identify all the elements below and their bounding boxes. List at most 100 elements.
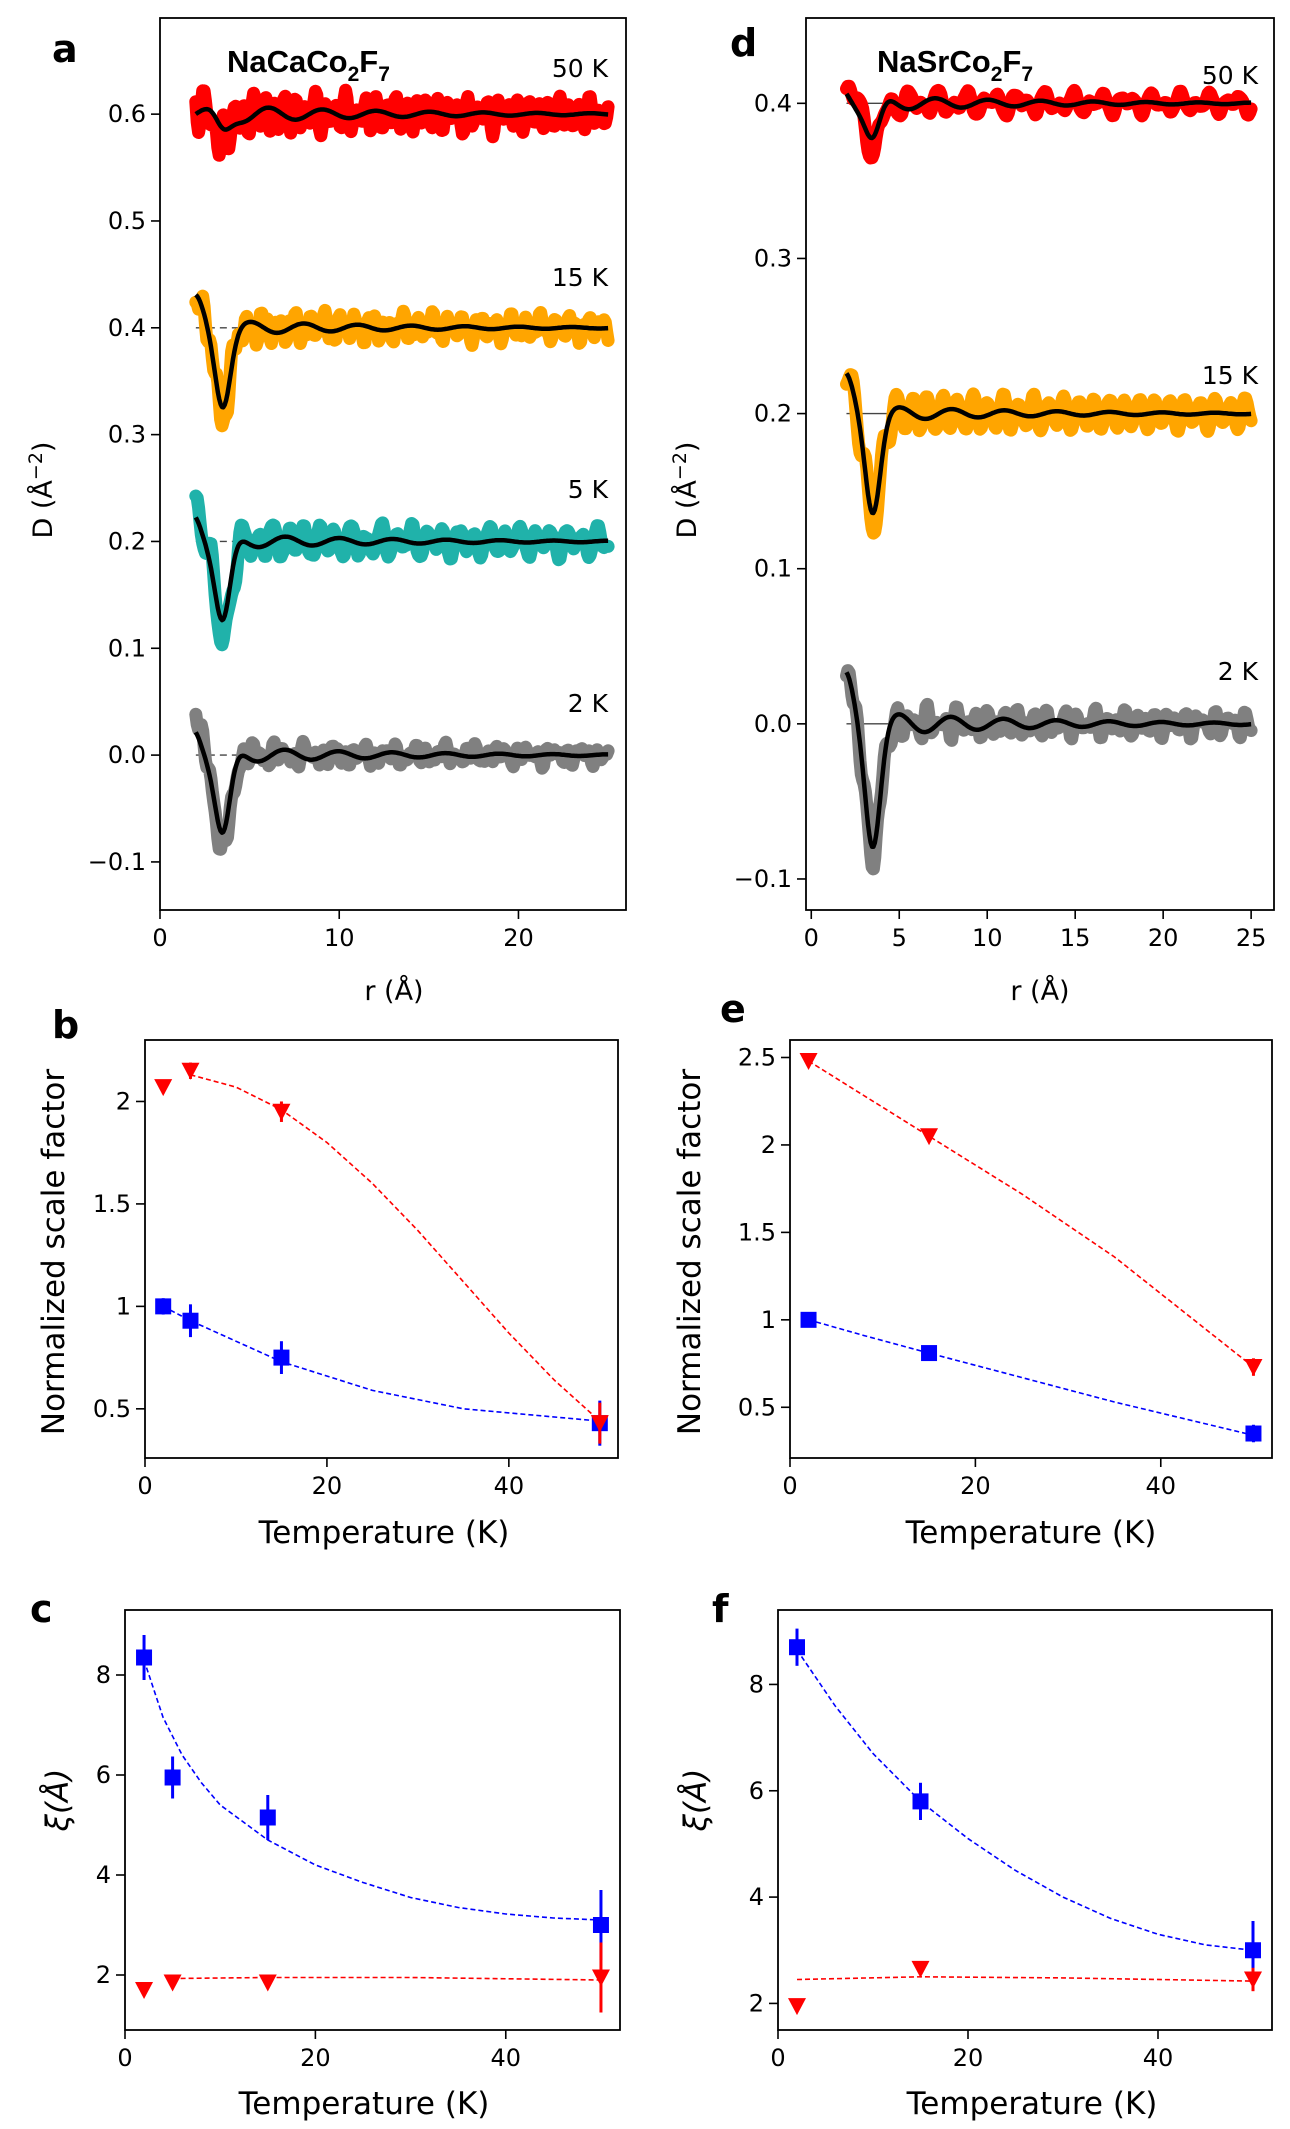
x-axis-label-f: Temperature (K) [906, 2086, 1158, 2122]
series-label-a-3: 2 K [568, 689, 609, 718]
y-tick-label-e-2: 1.5 [738, 1218, 776, 1246]
fit-line-f-1 [796, 1975, 1254, 1982]
marker-c-1-2 [258, 1974, 277, 1992]
marker-e-1-2 [1244, 1359, 1263, 1377]
y-tick-label-f-0: 2 [749, 1989, 764, 2017]
fit-line-e-1 [808, 1060, 1254, 1368]
marker-e-1-0 [799, 1052, 818, 1070]
x-tick-label-d-3: 15 [1060, 924, 1091, 952]
y-tick-label-e-0: 0.5 [738, 1393, 776, 1421]
x-tick-label-a-1: 10 [324, 924, 355, 952]
series-label-d-2: 2 K [1218, 657, 1259, 686]
data-curve-a-1 [189, 289, 615, 433]
plot-d: 0 5 10 15 20 25 −0.1 0.0 0.1 0.2 0.3 0.4 50 K 15 K 2 K [734, 17, 1275, 952]
fit-line-c-0 [143, 1659, 602, 1921]
panel-title-a: NaCaCo2F7 [227, 44, 390, 86]
y-axis-label-f: ξ(Å) [678, 1769, 714, 1833]
x-tick-label-f-2: 40 [1143, 2044, 1174, 2072]
data-curve-a-3 [189, 707, 615, 856]
y-tick-label-b-0: 0.5 [93, 1395, 131, 1423]
fit-line-c-1 [172, 1976, 602, 1981]
fit-curve-d-0 [844, 92, 1253, 141]
marker-f-1-1 [911, 1960, 930, 1978]
y-tick-label-b-1: 1 [116, 1292, 131, 1320]
data-curve-d-2 [840, 664, 1258, 876]
x-axis-label-a: r (Å) [364, 975, 423, 1007]
marker-e-0-2 [1245, 1425, 1262, 1442]
marker-e-1-1 [920, 1128, 939, 1146]
x-tick-label-d-1: 5 [892, 924, 907, 952]
y-tick-label-f-2: 6 [749, 1777, 764, 1805]
plot-f: 0 20 40 2 4 6 8 [749, 1609, 1273, 2072]
y-axis-label-a: D (Å−2) [25, 442, 59, 539]
y-axis-label-e: Normalized scale factor [672, 1069, 708, 1435]
y-tick-label-d-0: −0.1 [734, 865, 792, 893]
y-tick-label-b-2: 1.5 [93, 1190, 131, 1218]
x-tick-label-f-1: 20 [953, 2044, 984, 2072]
plot-frame-f [777, 1609, 1273, 2031]
plot-a: 0 10 20 −0.1 0.0 0.1 0.2 0.3 0.4 0.5 0.6 50 K 15 K 5 … [88, 17, 627, 952]
data-curve-d-0 [840, 79, 1258, 165]
y-tick-label-a-5: 0.4 [108, 314, 146, 342]
marker-b-1-0 [154, 1079, 173, 1097]
y-tick-label-a-6: 0.5 [108, 207, 146, 235]
plot-b: 0 20 40 0.5 1 1.5 2 [93, 1039, 619, 1500]
panel-letter-e: e [720, 987, 746, 1031]
x-tick-label-a-0: 0 [152, 924, 167, 952]
x-tick-label-d-0: 0 [804, 924, 819, 952]
x-axis-label-d: r (Å) [1010, 975, 1069, 1007]
panel-f: f 0 20 40 2 4 6 8 Temperature (K) ξ(Å) [678, 1587, 1273, 2122]
series-label-a-0: 50 K [552, 54, 609, 83]
panel-letter-d: d [730, 21, 757, 65]
panel-b: b 0 20 40 0.5 1 1.5 2 Temperature (K) Normaliz… [36, 1003, 619, 1551]
x-tick-label-b-0: 0 [137, 1472, 152, 1500]
y-tick-label-c-0: 2 [96, 1961, 111, 1989]
panel-letter-b: b [52, 1003, 79, 1047]
marker-e-0-1 [921, 1345, 938, 1362]
y-tick-label-d-4: 0.3 [754, 244, 792, 272]
y-tick-label-a-0: −0.1 [88, 848, 146, 876]
fit-line-e-0 [808, 1319, 1254, 1437]
x-tick-label-c-2: 40 [490, 2044, 521, 2072]
marker-b-1-3 [590, 1415, 609, 1433]
marker-f-1-2 [1244, 1971, 1262, 1989]
x-tick-label-c-1: 20 [300, 2044, 331, 2072]
y-tick-label-d-2: 0.1 [754, 555, 792, 583]
marker-f-1-0 [788, 1998, 806, 2016]
series-label-a-1: 15 K [552, 263, 609, 292]
plot-frame-e [789, 1039, 1273, 1459]
marker-e-0-0 [800, 1311, 817, 1328]
marker-b-0-2 [273, 1349, 290, 1366]
x-tick-label-d-5: 25 [1236, 924, 1267, 952]
y-axis-label-d: D (Å−2) [669, 442, 703, 539]
fit-curve-d-1 [844, 372, 1253, 516]
y-tick-label-a-7: 0.6 [108, 100, 146, 128]
marker-c-1-1 [163, 1974, 182, 1992]
x-tick-label-b-1: 20 [312, 1472, 343, 1500]
marker-b-0-0 [155, 1298, 172, 1315]
series-label-d-1: 15 K [1202, 361, 1259, 390]
y-tick-label-b-3: 2 [116, 1087, 131, 1115]
marker-f-0-1 [912, 1793, 929, 1810]
data-curve-a-2 [189, 489, 615, 652]
plot-frame-c [124, 1609, 621, 2031]
marker-f-0-2 [1245, 1942, 1261, 1959]
y-tick-label-d-3: 0.2 [754, 400, 792, 428]
series-label-a-2: 5 K [568, 475, 609, 504]
data-curve-a-0 [189, 83, 615, 162]
y-tick-label-c-2: 6 [96, 1761, 111, 1789]
y-tick-label-e-4: 2.5 [738, 1043, 776, 1071]
marker-c-0-0 [136, 1649, 153, 1666]
panel-letter-a: a [52, 27, 78, 71]
fit-curve-a-0 [194, 105, 609, 132]
y-tick-label-f-3: 8 [749, 1670, 764, 1698]
x-tick-label-c-0: 0 [117, 2044, 132, 2072]
plot-frame-a [159, 17, 627, 911]
x-axis-label-e: Temperature (K) [905, 1515, 1157, 1551]
y-tick-label-e-3: 2 [761, 1131, 776, 1159]
series-label-d-0: 50 K [1202, 61, 1259, 90]
fit-line-f-0 [796, 1649, 1254, 1952]
y-tick-label-d-1: 0.0 [754, 710, 792, 738]
y-tick-label-c-3: 8 [96, 1661, 111, 1689]
fit-curve-a-3 [193, 731, 609, 835]
